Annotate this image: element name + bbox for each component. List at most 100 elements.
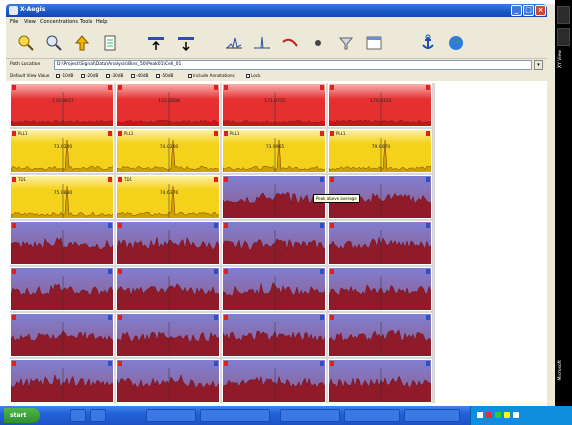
- menu-view[interactable]: View: [24, 19, 36, 25]
- path-dropdown-button[interactable]: ▾: [534, 60, 543, 70]
- cell-value: 171.0755: [264, 99, 286, 104]
- option-50db[interactable]: -50dB: [156, 73, 173, 78]
- taskbar-item[interactable]: [200, 409, 270, 422]
- search-icon[interactable]: [44, 33, 64, 53]
- tray-icon[interactable]: [504, 412, 510, 418]
- spectrum-cell[interactable]: 172.0208: [116, 83, 220, 127]
- spectrum-cell[interactable]: [10, 267, 114, 311]
- menu-file[interactable]: File: [10, 19, 19, 25]
- minimize-button[interactable]: _: [511, 5, 522, 16]
- spectrum-plot: [117, 268, 219, 310]
- window-icon[interactable]: [364, 33, 384, 53]
- spectrum-cell[interactable]: PLL1 73.0200: [10, 129, 114, 173]
- spectrum-cell[interactable]: [222, 267, 326, 311]
- cell-tag: PLL1: [230, 131, 240, 136]
- right-bar-button[interactable]: [557, 6, 570, 24]
- close-button[interactable]: ×: [535, 5, 546, 16]
- cell-flag-icon: [426, 315, 430, 320]
- menu-tools[interactable]: Tools: [80, 19, 93, 25]
- globe-icon[interactable]: [446, 33, 466, 53]
- spectrum-cell[interactable]: [116, 221, 220, 265]
- cell-tag: TD1: [18, 177, 27, 182]
- taskbar-item[interactable]: [70, 409, 86, 422]
- anchor-icon[interactable]: [418, 33, 438, 53]
- tray-icon[interactable]: [513, 412, 519, 418]
- tray-icon[interactable]: [486, 412, 492, 418]
- arrow-icon[interactable]: [72, 33, 92, 53]
- magnifier-icon[interactable]: [16, 33, 36, 53]
- cell-flag-icon: [320, 269, 324, 274]
- spectrum-cell[interactable]: [328, 267, 432, 311]
- right-bar-button[interactable]: [557, 28, 570, 46]
- spectrum-cell[interactable]: [222, 221, 326, 265]
- spectrum-cell[interactable]: TD1 75.0830: [10, 175, 114, 219]
- tray-icon[interactable]: [477, 412, 483, 418]
- spectrum-cell[interactable]: 171.0755: [222, 83, 326, 127]
- taskbar-item[interactable]: [344, 409, 400, 422]
- taskbar-item[interactable]: [280, 409, 340, 422]
- right-bar-label: Microsoft: [558, 360, 563, 381]
- spectrum-plot: [329, 130, 431, 172]
- cell-flag-icon: [118, 85, 122, 90]
- option-20db[interactable]: -20dB: [81, 73, 98, 78]
- tray-icon[interactable]: [495, 412, 501, 418]
- spectrum-cell[interactable]: [328, 313, 432, 357]
- filter-icon[interactable]: [336, 33, 356, 53]
- cell-flag-icon: [330, 361, 334, 366]
- vertical-scrollbar[interactable]: [547, 4, 555, 406]
- cell-flag-icon: [330, 85, 334, 90]
- menu-help[interactable]: Help: [96, 19, 108, 25]
- start-button[interactable]: start: [4, 408, 40, 423]
- cell-value: 75.0830: [53, 191, 73, 196]
- spectrum-cell[interactable]: [116, 313, 220, 357]
- spectrum-cell[interactable]: [10, 221, 114, 265]
- spectrum-plot: [329, 314, 431, 356]
- maximize-button[interactable]: □: [523, 5, 534, 16]
- include-annotations-checkbox[interactable]: Include Annotations: [188, 73, 235, 78]
- spectrum-cell[interactable]: [328, 221, 432, 265]
- spectrum-cell[interactable]: [222, 175, 326, 219]
- peak-icon[interactable]: [252, 33, 272, 53]
- spectrum-cell[interactable]: [116, 359, 220, 403]
- menu-concentrations[interactable]: Concentrations: [40, 19, 78, 25]
- taskbar-item[interactable]: [90, 409, 106, 422]
- option-30db[interactable]: -30dB: [106, 73, 123, 78]
- cell-flag-icon: [12, 315, 16, 320]
- cell-value: 73.9965: [265, 145, 285, 150]
- line-icon[interactable]: [280, 33, 300, 53]
- spectrum-cell[interactable]: [222, 359, 326, 403]
- spectrum-cell[interactable]: [116, 267, 220, 311]
- spectrum-cell[interactable]: 170.6151: [328, 83, 432, 127]
- cell-tag: PLL1: [336, 131, 346, 136]
- stop-icon[interactable]: [308, 33, 328, 53]
- cell-flag-icon: [224, 223, 228, 228]
- peak-down-icon[interactable]: [176, 33, 196, 53]
- lock-checkbox[interactable]: Lock: [246, 73, 261, 78]
- spectrum-cell[interactable]: 170.4637: [10, 83, 114, 127]
- spectrum-cell[interactable]: [10, 359, 114, 403]
- peak-up-icon[interactable]: [146, 33, 166, 53]
- cell-value: 170.4637: [52, 99, 74, 104]
- spectrum-cell[interactable]: [10, 313, 114, 357]
- spectrum-plot: [329, 360, 431, 402]
- right-bar-label: XY View: [558, 50, 563, 68]
- path-input[interactable]: D:\Project\Signal\Data\Analysis\Bins_50\…: [54, 60, 532, 70]
- spectrum-icon[interactable]: [224, 33, 244, 53]
- cell-flag-icon: [118, 315, 122, 320]
- option-10db[interactable]: -10dB: [56, 73, 73, 78]
- path-row: Path Location D:\Project\Signal\Data\Ana…: [6, 59, 547, 71]
- spectrum-cell[interactable]: PLL1 74.0260: [116, 129, 220, 173]
- spectrum-cell[interactable]: [222, 313, 326, 357]
- spectrum-cell[interactable]: TD1 74.6376: [116, 175, 220, 219]
- document-icon[interactable]: [100, 33, 120, 53]
- spectrum-cell[interactable]: [328, 359, 432, 403]
- cell-value: 79.6070: [371, 145, 391, 150]
- option-40db[interactable]: -40dB: [131, 73, 148, 78]
- cell-flag-icon: [426, 85, 430, 90]
- taskbar-item[interactable]: [404, 409, 460, 422]
- cell-tag: PLL1: [124, 131, 134, 136]
- spectrum-cell[interactable]: PLL1 73.9965: [222, 129, 326, 173]
- spectrum-cell[interactable]: PLL1 79.6070: [328, 129, 432, 173]
- cell-flag-icon: [320, 315, 324, 320]
- taskbar-item[interactable]: [146, 409, 196, 422]
